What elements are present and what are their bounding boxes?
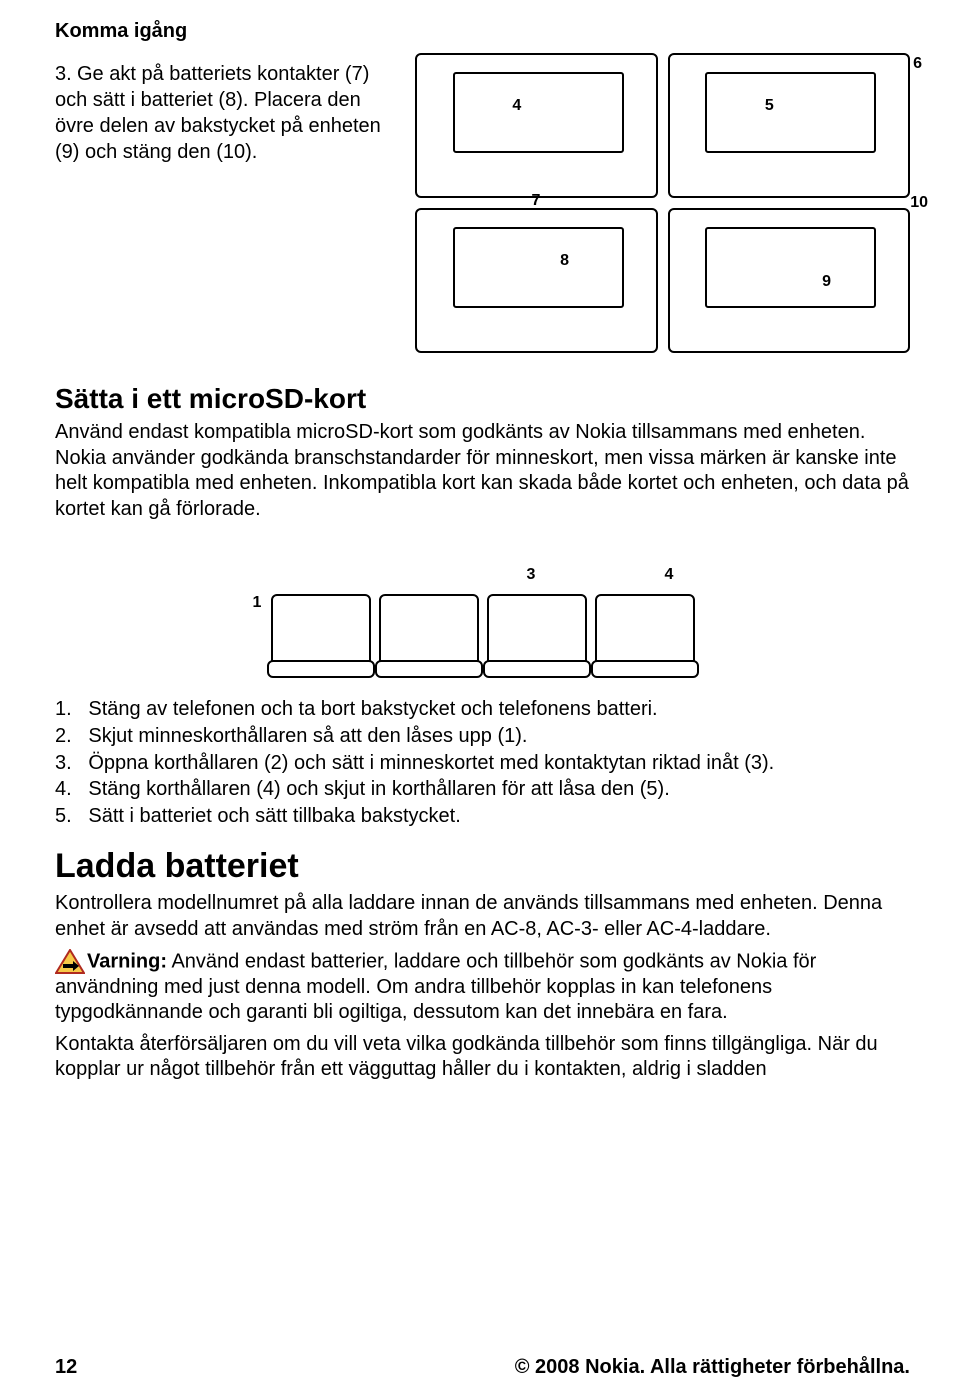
section-title-charge: Ladda batteriet — [55, 847, 910, 886]
sd-step-4: 4. Stäng korthållaren (4) och skjut in k… — [55, 777, 910, 803]
copyright-text: © 2008 Nokia. Alla rättigheter förbehåll… — [515, 1356, 910, 1379]
step-marker: 3. — [55, 61, 77, 87]
diagram-label: 6 — [913, 55, 922, 73]
diagram-battery: 4 56 78 910 — [415, 53, 910, 353]
phone-sketch-5: 56 — [668, 53, 911, 198]
warning-paragraph: Varning: Använd endast batterier, laddar… — [55, 949, 910, 1026]
intro-step-3: 3.Ge akt på batteriets kontakter (7) och… — [55, 53, 395, 353]
phone-sketch-9-10: 910 — [668, 208, 911, 353]
charge-paragraph-2: Kontakta återförsäljaren om du vill veta… — [55, 1032, 910, 1083]
step-text: Öppna korthållaren (2) och sätt i minnes… — [88, 752, 774, 774]
sd-sketch-1 — [271, 594, 371, 672]
diagram-label: 3 — [527, 566, 536, 584]
sd-sketch-wrap: 2 — [379, 594, 479, 672]
sd-sketch-wrap: 1 — [271, 594, 371, 672]
sd-step-5: 5. Sätt i batteriet och sätt tillbaka ba… — [55, 804, 910, 830]
diagram-label: 9 — [822, 273, 831, 291]
diagram-label: 5 — [765, 97, 774, 115]
step-marker: 3. — [55, 752, 72, 774]
step-text: Ge akt på batteriets kontakter (7) och s… — [55, 63, 381, 163]
page-footer: 12 © 2008 Nokia. Alla rättigheter förbeh… — [55, 1356, 910, 1379]
sd-sketch-2 — [379, 594, 479, 672]
step-text: Sätt i batteriet och sätt tillbaka bakst… — [88, 805, 460, 827]
step-marker: 1. — [55, 698, 72, 720]
sd-step-3: 3. Öppna korthållaren (2) och sätt i min… — [55, 751, 910, 777]
phone-sketch-4: 4 — [415, 53, 658, 198]
sd-sketch-wrap: 45 — [595, 594, 695, 672]
page-header: Komma igång — [55, 20, 910, 43]
step-marker: 4. — [55, 778, 72, 800]
warning-text: Använd endast batterier, laddare och til… — [55, 950, 816, 1023]
sd-step-2: 2. Skjut minneskorthållaren så att den l… — [55, 724, 910, 750]
sd-step-1: 1. Stäng av telefonen och ta bort baksty… — [55, 697, 910, 723]
diagram-label: 10 — [910, 194, 928, 212]
top-section: 3.Ge akt på batteriets kontakter (7) och… — [55, 53, 910, 353]
diagram-label: 4 — [512, 97, 521, 115]
warning-label: Varning: — [87, 950, 167, 972]
diagram-row-2: 78 910 — [415, 208, 910, 353]
diagram-sdcard: 1 2 3 45 — [203, 542, 763, 672]
page-number: 12 — [55, 1356, 77, 1379]
step-text: Stäng korthållaren (4) och skjut in kort… — [88, 778, 669, 800]
charge-paragraph-1: Kontrollera modellnumret på alla laddare… — [55, 891, 910, 942]
step-text: Stäng av telefonen och ta bort bakstycke… — [88, 698, 657, 720]
sd-paragraph: Använd endast kompatibla microSD-kort so… — [55, 420, 910, 522]
warning-icon — [55, 949, 85, 975]
sd-steps: 1. Stäng av telefonen och ta bort baksty… — [55, 697, 910, 829]
step-text: Skjut minneskorthållaren så att den låse… — [88, 725, 527, 747]
diagram-row-1: 4 56 — [415, 53, 910, 198]
sd-sketch-3 — [487, 594, 587, 672]
sd-sketch-4 — [595, 594, 695, 672]
section-title-sd: Sätta i ett microSD-kort — [55, 383, 910, 415]
phone-sketch-7-8: 78 — [415, 208, 658, 353]
diagram-label: 4 — [665, 566, 674, 584]
step-marker: 5. — [55, 805, 72, 827]
step-marker: 2. — [55, 725, 72, 747]
diagram-label: 7 — [531, 192, 540, 210]
diagram-label: 8 — [560, 252, 569, 270]
sd-sketch-wrap: 3 — [487, 594, 587, 672]
diagram-label: 1 — [253, 594, 262, 612]
